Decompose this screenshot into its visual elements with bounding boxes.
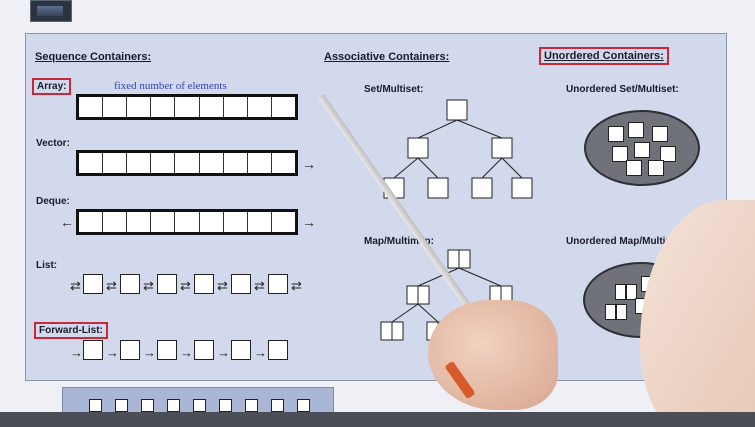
vector-diagram — [76, 150, 298, 176]
video-thumbnail — [30, 0, 72, 22]
forward-link: → — [180, 345, 193, 360]
map-multimap-label: Map/Multimap: — [364, 236, 434, 247]
array-label: Array: — [32, 78, 72, 95]
unordered-map-multimap-label: Unordered Map/Multimap: — [566, 236, 690, 247]
list-node — [194, 274, 214, 294]
associative-containers-heading: Associative Containers: — [324, 51, 450, 63]
list-node — [120, 274, 140, 294]
forward-list-node — [194, 340, 214, 360]
forward-link: → — [106, 345, 119, 360]
set-multiset-label: Set/Multiset: — [364, 84, 424, 95]
list-link: ⇄ — [254, 278, 265, 293]
list-link: ⇄ — [217, 278, 228, 293]
list-link: ⇄ — [143, 278, 154, 293]
list-link: ⇄ — [180, 278, 191, 293]
unordered-set-bucket — [584, 110, 700, 186]
forward-link: → — [70, 345, 83, 360]
list-node — [231, 274, 251, 294]
list-node — [268, 274, 288, 294]
sequence-containers-heading: Sequence Containers: — [35, 51, 152, 63]
list-node — [83, 274, 103, 294]
array-note: fixed number of elements — [114, 80, 227, 92]
list-link: ⇄ — [106, 278, 117, 293]
array-diagram — [76, 94, 298, 120]
set-tree-diagram — [383, 99, 533, 199]
forward-list-node — [231, 340, 251, 360]
forward-link: → — [143, 345, 156, 360]
list-label: List: — [36, 260, 58, 271]
lecture-slide: Sequence Containers: Array: fixed number… — [25, 33, 727, 381]
forward-list-node — [268, 340, 288, 360]
vector-label: Vector: — [36, 138, 70, 149]
unordered-set-label: Unordered Set/Multiset: — [566, 84, 679, 95]
deque-diagram — [76, 209, 298, 235]
list-node — [157, 274, 177, 294]
forward-link: → — [217, 345, 230, 360]
forward-list-node — [157, 340, 177, 360]
forward-list-node — [120, 340, 140, 360]
list-link: ⇄ — [70, 278, 81, 293]
deque-left-arrow: ← — [60, 214, 74, 230]
forward-link: → — [254, 345, 267, 360]
deque-label: Deque: — [36, 196, 70, 207]
list-link: ⇄ — [291, 278, 302, 293]
vector-grow-arrow: → — [302, 156, 316, 172]
presenter-hand — [428, 300, 558, 410]
forward-list-node — [83, 340, 103, 360]
forward-list-label: Forward-List: — [34, 322, 108, 339]
unordered-containers-heading: Unordered Containers: — [539, 47, 669, 65]
deque-right-arrow: → — [302, 214, 316, 230]
video-control-bar[interactable] — [0, 412, 755, 427]
